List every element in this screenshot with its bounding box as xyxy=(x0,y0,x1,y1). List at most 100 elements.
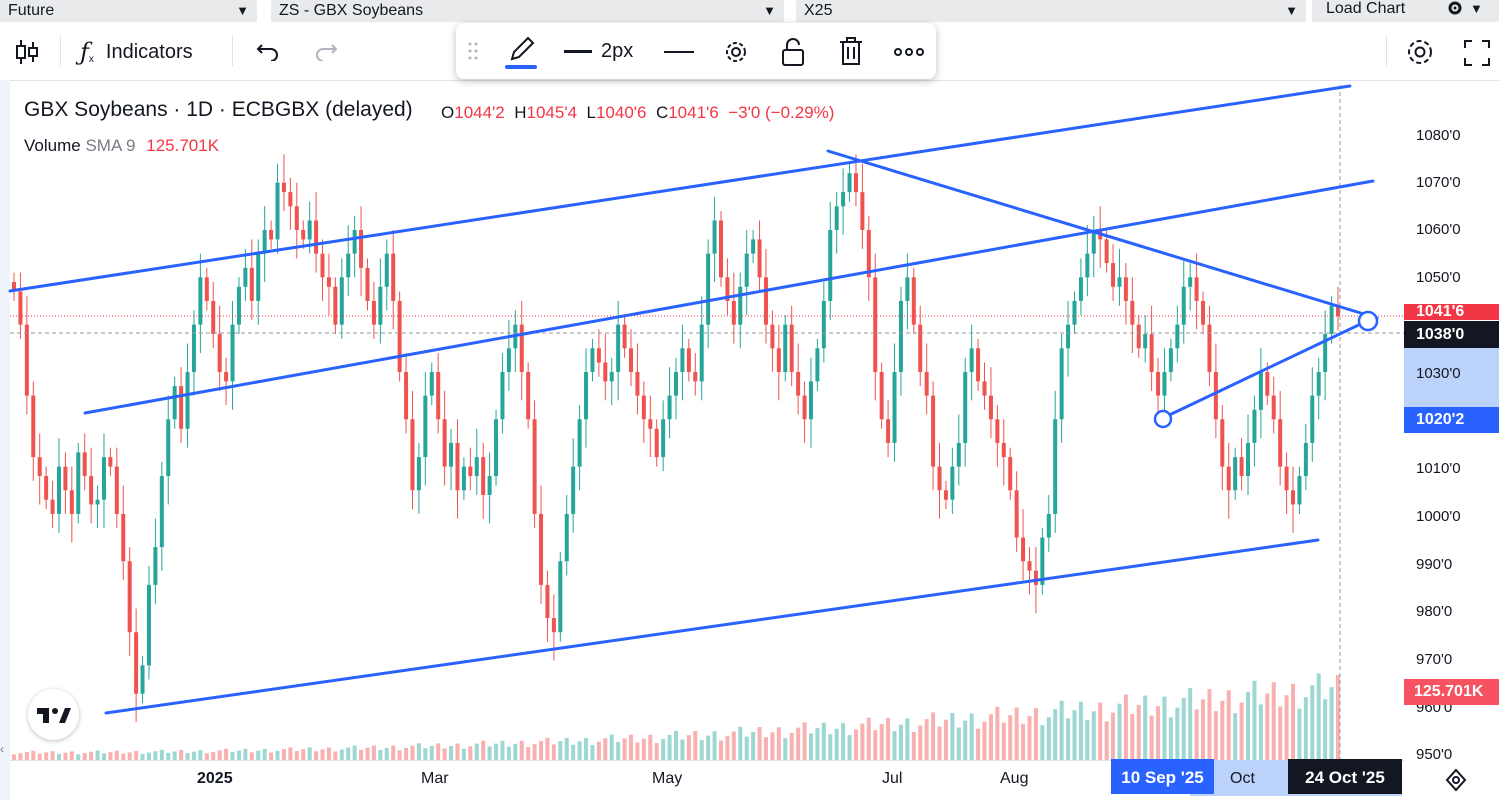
candle-body xyxy=(262,229,267,254)
volume-bar xyxy=(641,738,646,760)
candle-body xyxy=(1104,239,1109,264)
candle-body xyxy=(995,419,1000,443)
lock-icon[interactable] xyxy=(780,36,808,68)
volume-bar xyxy=(127,752,132,760)
candle-body xyxy=(744,253,749,287)
candle-body xyxy=(1149,334,1154,372)
scroll-left-icon[interactable]: ‹ xyxy=(0,742,4,756)
candle-body xyxy=(539,513,544,585)
volume-bar xyxy=(513,743,518,760)
ohlc-high-value: 1045'4 xyxy=(526,103,578,122)
candle-body xyxy=(211,300,216,335)
volume-bar xyxy=(1278,706,1283,760)
chart-pane[interactable] xyxy=(10,87,1499,800)
line-width-label[interactable]: 2px xyxy=(601,40,634,62)
volume-bar xyxy=(558,741,563,760)
contract-select[interactable]: X25 ▼ xyxy=(796,0,1306,22)
candle-body xyxy=(1271,395,1276,420)
descending-trendline[interactable] xyxy=(826,149,1379,320)
chevron-down-icon[interactable]: ▼ xyxy=(1470,1,1483,16)
volume-bar xyxy=(185,753,190,760)
volume-bar xyxy=(1149,715,1154,760)
candle-body xyxy=(461,466,466,491)
candle-body xyxy=(108,457,113,467)
volume-bar xyxy=(789,732,794,760)
volume-bar xyxy=(532,744,537,760)
upper-channel-line[interactable] xyxy=(8,84,1352,293)
candles-icon[interactable] xyxy=(14,38,40,66)
selected-trendline[interactable] xyxy=(1161,319,1369,420)
candle-body xyxy=(487,476,492,495)
chevron-down-icon: ▼ xyxy=(1285,3,1298,18)
volume-bar xyxy=(526,747,531,760)
time-axis-label: Aug xyxy=(1000,770,1029,787)
load-chart-menu[interactable]: Load Chart ▼ xyxy=(1312,0,1499,22)
candle-body xyxy=(731,300,736,325)
trash-icon[interactable] xyxy=(838,36,864,66)
candle-body xyxy=(1111,263,1116,287)
candle-body xyxy=(365,267,370,301)
pencil-icon[interactable] xyxy=(504,33,540,69)
candle-body xyxy=(674,371,678,396)
price-axis-label: 970'0 xyxy=(1416,651,1453,668)
volume-bar xyxy=(179,749,184,760)
candle-body xyxy=(738,286,743,325)
volume-bar xyxy=(584,738,589,760)
line-width-icon[interactable] xyxy=(564,50,592,53)
volume-bar xyxy=(911,731,916,760)
settings-icon[interactable] xyxy=(1404,36,1436,68)
candle-body xyxy=(320,253,325,278)
price-chart[interactable] xyxy=(0,80,1499,800)
price-axis-label: 1080'0 xyxy=(1416,127,1461,144)
price-axis-label: 1050'0 xyxy=(1416,269,1461,286)
candle-body xyxy=(1188,277,1193,287)
volume-bar xyxy=(44,752,49,760)
volume-bar xyxy=(924,719,929,760)
fullscreen-icon[interactable] xyxy=(1463,39,1491,67)
trendline-handle-end[interactable] xyxy=(1357,310,1379,332)
chevron-down-icon: ▼ xyxy=(236,3,249,18)
candle-body xyxy=(1162,371,1167,396)
candle-body xyxy=(982,381,987,396)
candle-body xyxy=(1046,513,1051,538)
volume-bar xyxy=(815,728,820,760)
gear-icon[interactable] xyxy=(721,37,751,67)
candle-body xyxy=(243,267,248,287)
trendline-handle-start[interactable] xyxy=(1153,409,1173,429)
volume-bar xyxy=(249,752,254,760)
undo-icon[interactable] xyxy=(256,41,280,61)
volume-bar xyxy=(686,735,691,760)
volume-legend: Volume SMA 9 125.701K xyxy=(24,136,219,156)
more-icon[interactable] xyxy=(893,47,925,57)
candle-body xyxy=(712,220,717,254)
candle-body xyxy=(699,324,704,382)
volume-bar xyxy=(1053,709,1058,760)
candle-body xyxy=(346,253,351,278)
volume-bar xyxy=(1085,719,1090,760)
candle-body xyxy=(449,442,454,467)
indicators-button[interactable]: ƒ x Indicators xyxy=(80,36,193,68)
line-style-icon[interactable] xyxy=(664,51,694,53)
volume-bar xyxy=(198,750,203,760)
candle-body xyxy=(834,206,839,230)
gear-icon[interactable] xyxy=(1446,0,1466,16)
tradingview-logo[interactable] xyxy=(28,689,79,740)
candle-body xyxy=(757,239,762,278)
symbol-select[interactable]: ZS - GBX Soybeans ▼ xyxy=(271,0,784,22)
price-axis-label: 1060'0 xyxy=(1416,221,1461,238)
lower-channel-line[interactable] xyxy=(104,538,1320,715)
contract-select-value: X25 xyxy=(804,2,833,19)
volume-bar xyxy=(474,743,479,760)
redo-icon[interactable] xyxy=(314,41,338,61)
volume-bar xyxy=(269,752,274,760)
volume-bar xyxy=(82,753,87,760)
volume-bar xyxy=(333,751,338,760)
volume-tag: 125.701K xyxy=(1404,679,1499,705)
drag-handle-icon[interactable] xyxy=(468,41,478,61)
chart-settings-icon[interactable] xyxy=(1444,768,1468,792)
candle-body xyxy=(1008,457,1013,491)
volume-bar xyxy=(230,752,235,760)
type-select[interactable]: Future ▼ xyxy=(0,0,257,22)
volume-bar xyxy=(950,712,955,760)
middle-channel-line[interactable] xyxy=(83,179,1375,415)
